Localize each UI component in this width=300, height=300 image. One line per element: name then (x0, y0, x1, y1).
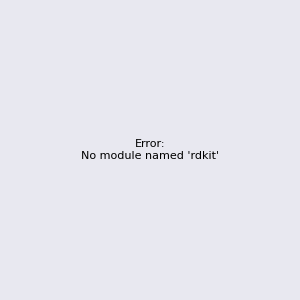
Text: Error:
No module named 'rdkit': Error: No module named 'rdkit' (81, 139, 219, 161)
